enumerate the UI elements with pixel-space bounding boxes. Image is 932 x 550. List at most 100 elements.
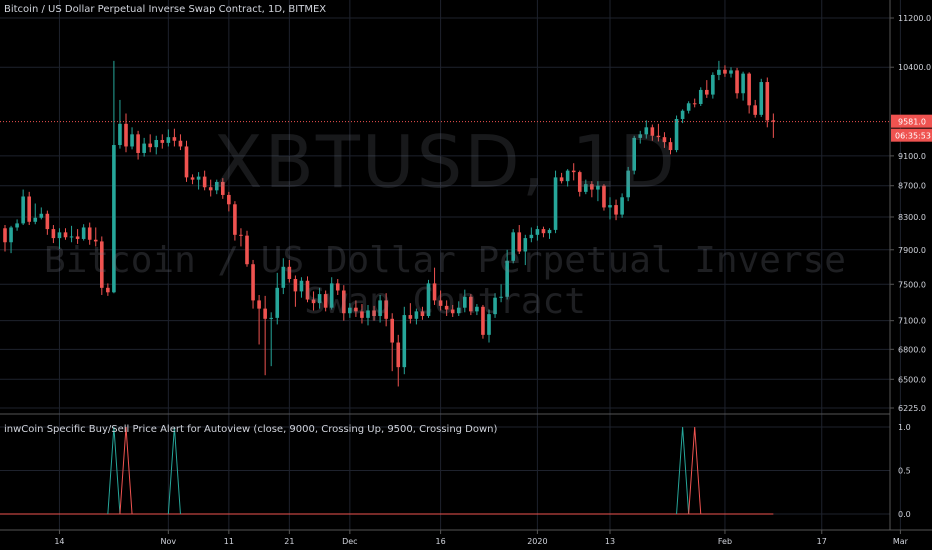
candle	[414, 308, 419, 325]
candle	[656, 123, 661, 142]
candle	[559, 172, 564, 184]
candle	[692, 98, 697, 108]
candle-body	[27, 196, 31, 222]
candle-body	[190, 177, 195, 180]
time-tick-label: Dec	[342, 537, 357, 546]
candle	[366, 304, 370, 326]
candle	[335, 278, 340, 295]
candle-body	[269, 317, 273, 319]
candle-body	[221, 181, 225, 195]
candle-body	[311, 299, 316, 304]
candle-body	[541, 229, 546, 234]
candle-body	[571, 170, 576, 173]
time-tick-label: 11	[224, 537, 234, 546]
candle	[21, 189, 25, 226]
candle-body	[305, 280, 310, 300]
indicator-spike	[676, 426, 690, 515]
candle-body	[680, 110, 685, 119]
price-tick-label: 7100.0	[898, 317, 926, 326]
time-tick-label: 14	[54, 537, 64, 546]
candle	[106, 283, 110, 296]
candle-body	[166, 137, 171, 143]
candle	[317, 287, 322, 309]
candle	[620, 193, 624, 218]
price-tick-label: 6500.0	[898, 375, 926, 384]
candle-body	[257, 300, 261, 309]
candle	[438, 290, 443, 311]
candle-body	[650, 127, 655, 136]
indicator-axis[interactable]: 1.0 0.5 0.0	[898, 423, 911, 519]
candle-body	[136, 134, 140, 153]
candle-body	[698, 89, 703, 104]
candle-body	[33, 217, 38, 222]
time-tick-label: Feb	[718, 537, 732, 546]
time-axis[interactable]: 14Nov1121Dec16202013Feb17Mar16Apr	[54, 530, 932, 546]
candle-body	[9, 227, 13, 243]
candle	[202, 170, 207, 191]
candle	[208, 179, 213, 197]
candle	[172, 128, 177, 147]
candle	[281, 258, 286, 295]
candle-body	[372, 310, 376, 317]
candle-body	[81, 227, 86, 239]
candle-body	[723, 69, 727, 74]
candle-body	[596, 185, 600, 190]
candle-body	[414, 311, 419, 319]
candle-body	[39, 213, 44, 218]
candle-body	[239, 234, 243, 236]
candle	[499, 284, 503, 303]
candle-body	[475, 306, 479, 312]
candle-body	[148, 143, 152, 148]
candle	[33, 203, 38, 225]
watermark-symbol: XBTUSD, 1D	[213, 120, 677, 204]
candle-body	[348, 307, 352, 314]
candle-body	[487, 314, 491, 335]
candle	[299, 277, 304, 298]
candle-body	[469, 296, 473, 312]
candle	[69, 225, 74, 243]
candle	[553, 170, 558, 234]
candle	[3, 225, 7, 252]
price-tick-label: 9100.0	[898, 152, 926, 161]
candle	[227, 191, 231, 212]
candle-body	[614, 205, 618, 215]
candle-body	[511, 232, 515, 261]
price-tick-label: 8300.0	[898, 213, 926, 222]
candle-body	[729, 70, 733, 74]
candle-body	[69, 236, 74, 238]
candle-body	[692, 103, 697, 105]
candle	[759, 78, 764, 117]
candle	[686, 101, 691, 114]
candle-body	[100, 241, 104, 288]
candle-body	[765, 82, 770, 121]
candle	[577, 170, 582, 197]
candle	[329, 277, 334, 310]
candle	[402, 306, 407, 375]
candle	[142, 137, 146, 157]
candle-body	[154, 140, 159, 148]
candle	[130, 127, 134, 150]
chart-title[interactable]: Bitcoin / US Dollar Perpetual Inverse Sw…	[4, 4, 327, 15]
candle	[741, 71, 745, 101]
candle-body	[390, 318, 394, 343]
candle-body	[196, 176, 201, 180]
candle-body	[753, 105, 757, 115]
candle	[481, 304, 485, 339]
candle-body	[51, 229, 56, 239]
indicator-tick-label: 0.0	[898, 510, 911, 519]
candle	[529, 227, 534, 243]
candle	[196, 172, 201, 190]
candle-body	[547, 229, 552, 234]
candle	[753, 99, 757, 118]
candle	[638, 130, 643, 144]
candle-body	[214, 181, 219, 191]
price-tick-label: 11200.0	[898, 14, 931, 23]
price-tick-label: 7900.0	[898, 246, 926, 255]
indicator-spike	[119, 426, 133, 515]
candle	[662, 132, 667, 148]
candle	[221, 178, 225, 199]
price-axis[interactable]: 11200.0 10400.0 9100.0 8700.0 8300.0 7900.0 75…	[890, 14, 931, 413]
candle-body	[499, 296, 503, 298]
indicator-title[interactable]: inwCoin Specific Buy/Sell Price Alert fo…	[4, 424, 498, 435]
